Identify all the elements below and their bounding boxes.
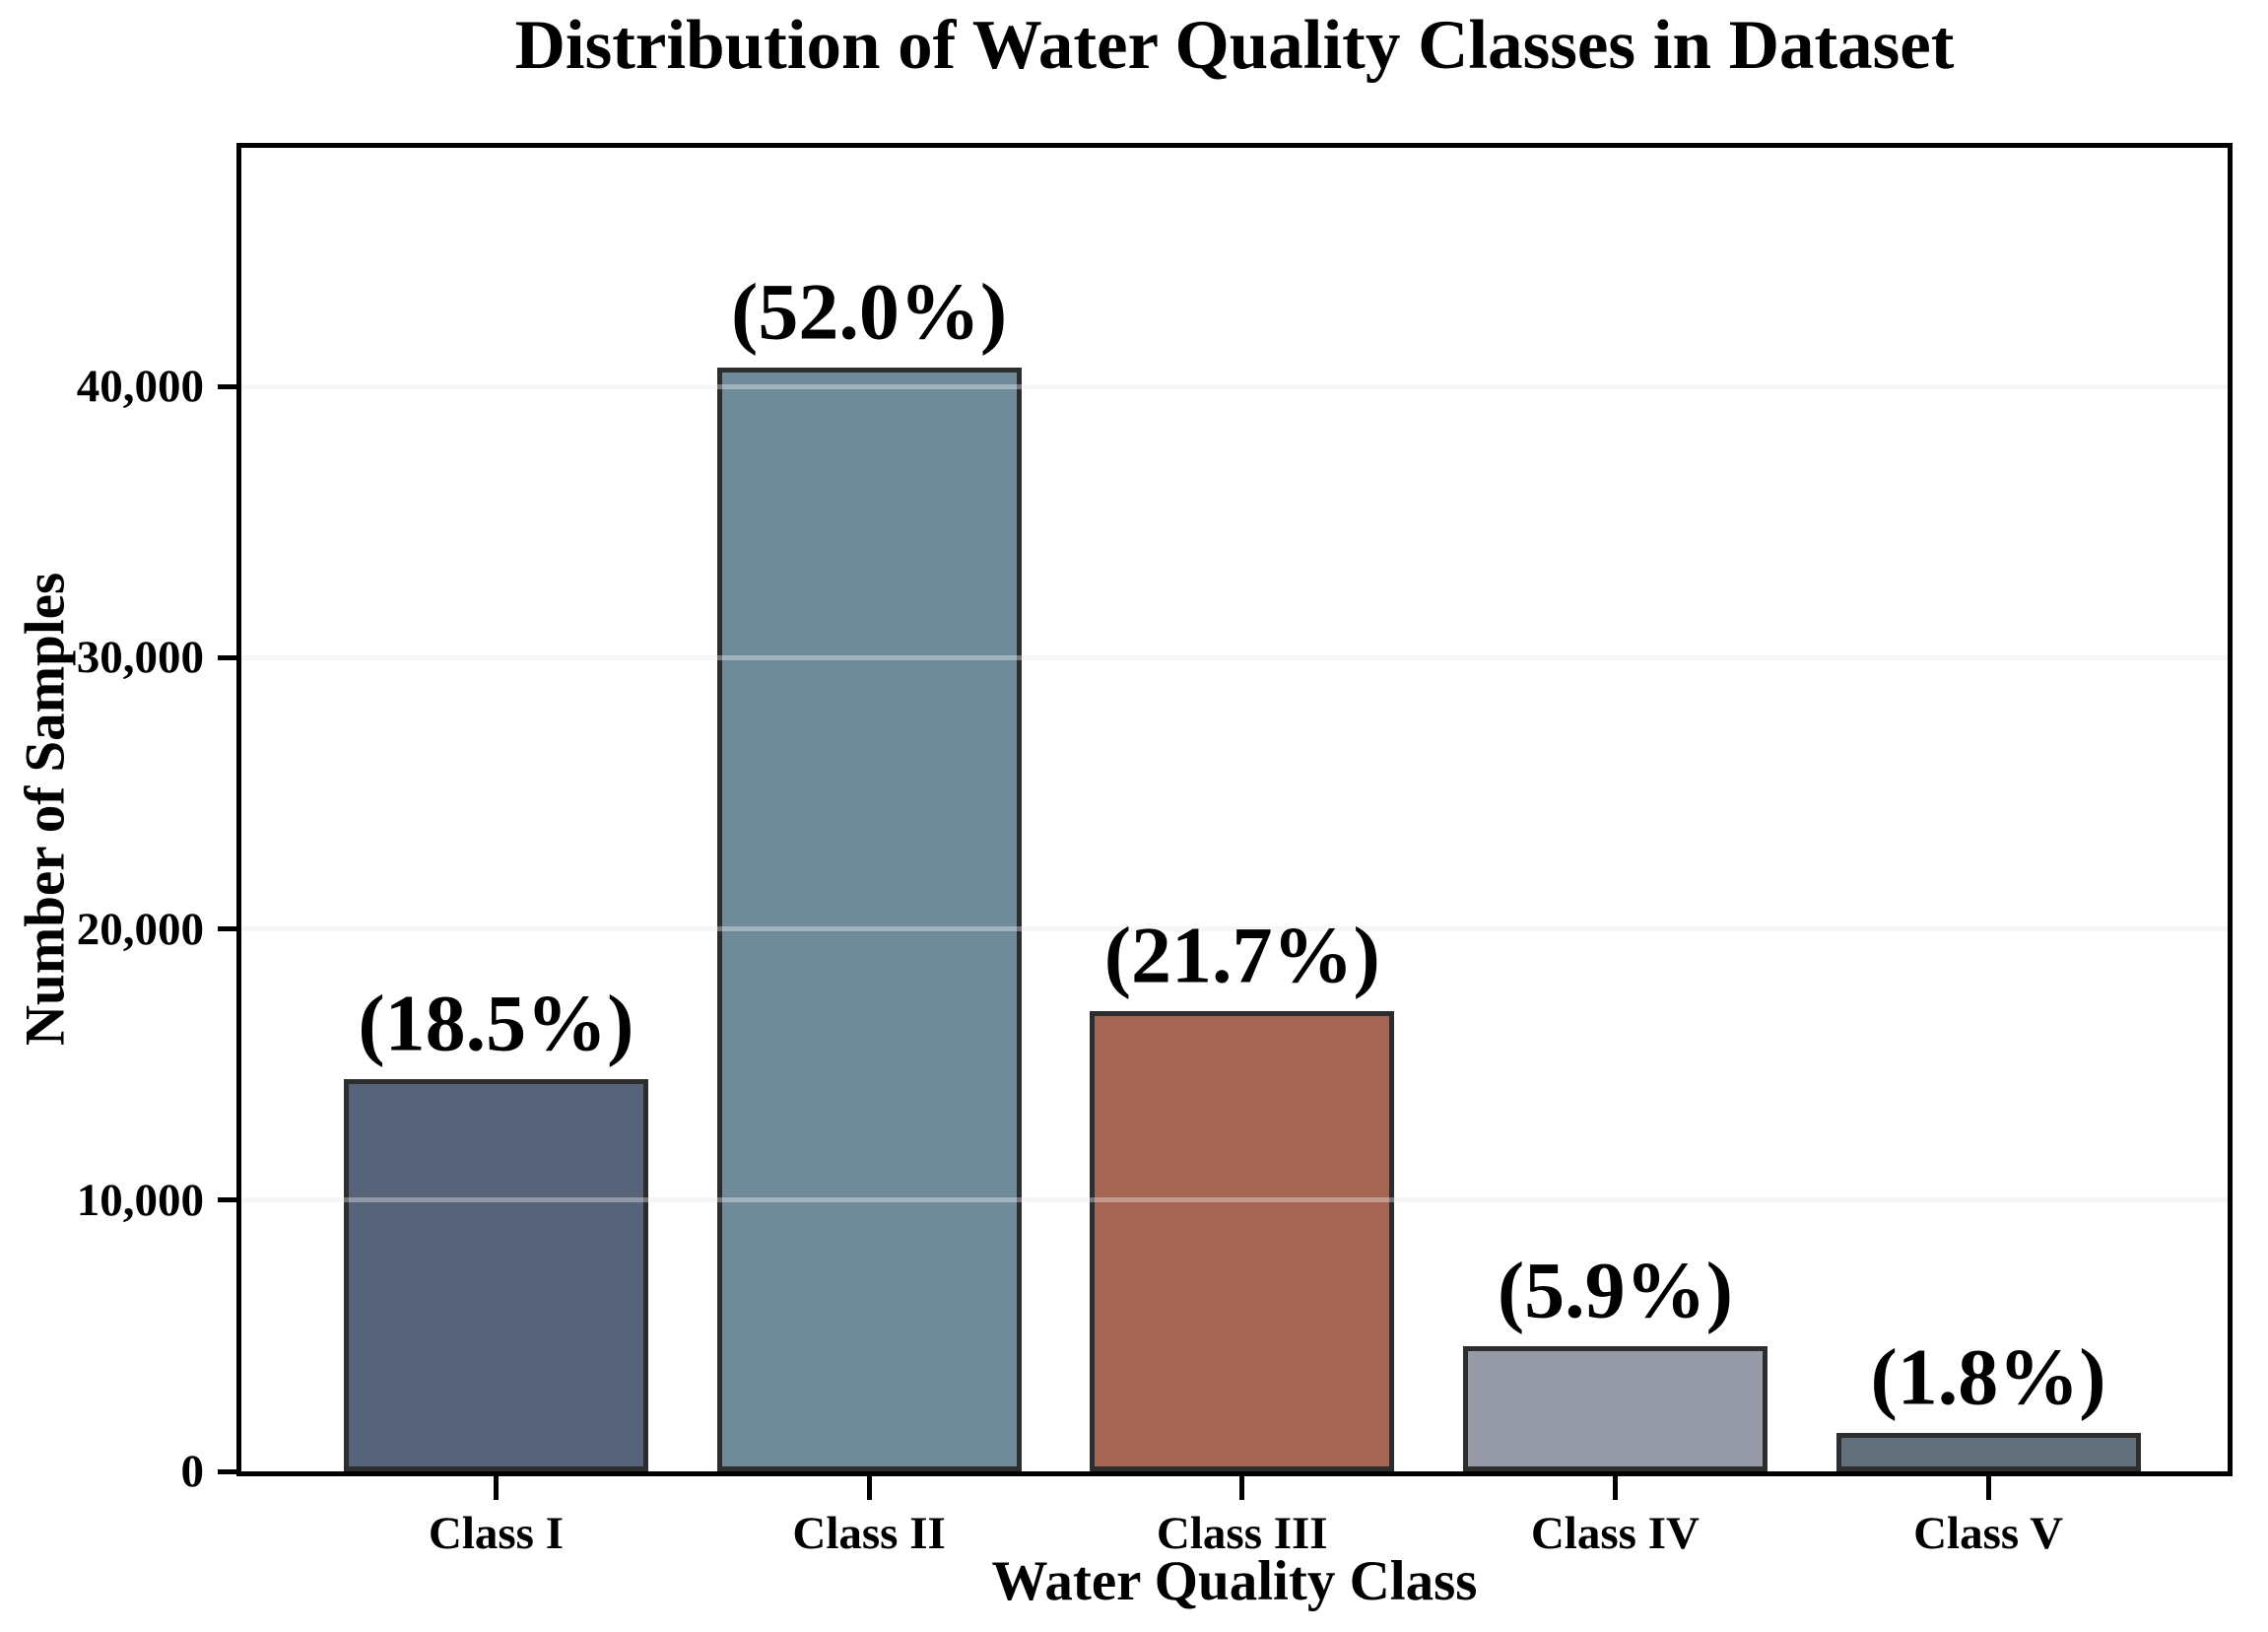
- y-tick-mark: [218, 654, 241, 660]
- y-tick-mark: [218, 1468, 241, 1474]
- bar-value-label: (18.5%): [358, 978, 634, 1068]
- bar: [716, 367, 1022, 1471]
- y-gridline: [241, 654, 2228, 660]
- bar: [343, 1078, 648, 1471]
- bar-value-label: (5.9%): [1497, 1245, 1733, 1335]
- y-tick-mark: [218, 383, 241, 389]
- y-gridline-overlay: [241, 654, 2228, 660]
- bar: [1090, 1010, 1395, 1471]
- y-tick-label: 40,000: [76, 361, 204, 413]
- bar-value-label: (1.8%): [1870, 1331, 2106, 1422]
- plot-area: (18.5%) (52.0%) (21.7%) (5.9%) (1.8%): [236, 143, 2233, 1476]
- y-tick-label: 20,000: [76, 903, 204, 955]
- x-tick-label: Class I: [428, 1508, 564, 1559]
- x-tick-mark: [866, 1476, 872, 1500]
- x-tick-mark: [1239, 1476, 1245, 1500]
- y-gridline: [241, 926, 2228, 932]
- x-tick-mark: [493, 1476, 499, 1500]
- x-tick-label: Class II: [792, 1508, 946, 1559]
- x-axis-label: Water Quality Class: [991, 1550, 1478, 1612]
- y-tick-label: 30,000: [76, 632, 204, 684]
- x-tick-label: Class IV: [1530, 1508, 1700, 1559]
- y-gridline-overlay: [241, 383, 2228, 389]
- y-gridline-overlay: [241, 926, 2228, 932]
- bar: [1462, 1345, 1768, 1471]
- x-tick-mark: [1612, 1476, 1618, 1500]
- chart-title: Distribution of Water Quality Classes in…: [514, 7, 1955, 84]
- y-tick-label: 0: [180, 1446, 205, 1497]
- x-tick-label: Class III: [1156, 1508, 1328, 1559]
- bar-value-label: (52.0%): [731, 266, 1008, 357]
- y-gridline: [241, 383, 2228, 389]
- x-tick-label: Class V: [1913, 1508, 2064, 1559]
- y-axis-label: Number of Samples: [14, 572, 77, 1047]
- x-tick-mark: [1985, 1476, 1991, 1500]
- y-tick-mark: [218, 926, 241, 932]
- y-tick-mark: [218, 1197, 241, 1203]
- y-gridline-overlay: [241, 1197, 2228, 1203]
- bar: [1835, 1433, 2141, 1471]
- y-tick-label: 10,000: [76, 1174, 204, 1226]
- bar-value-label: (21.7%): [1103, 910, 1380, 1000]
